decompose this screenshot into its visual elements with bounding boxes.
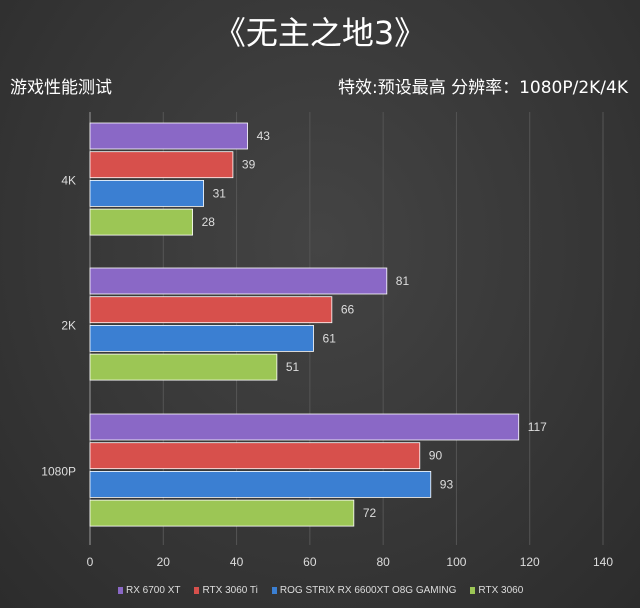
data-label: 93 [440, 477, 454, 491]
x-tick-label: 60 [303, 555, 317, 569]
data-label: 51 [286, 360, 300, 374]
bar [89, 179, 204, 207]
bar [89, 151, 234, 179]
subtitle-left: 游戏性能测试 [10, 78, 112, 98]
x-tick-label: 80 [376, 555, 390, 569]
x-tick-label: 20 [157, 555, 171, 569]
x-tick-label: 0 [87, 555, 94, 569]
bar [89, 296, 333, 324]
data-label: 72 [363, 506, 377, 520]
bar [89, 470, 432, 498]
legend-swatch [118, 587, 123, 594]
bar [89, 122, 248, 150]
legend-label: RX 6700 XT [126, 585, 181, 596]
legend: RX 6700 XT RTX 3060 Ti ROG STRIX RX 6600XT… [118, 585, 523, 596]
data-label: 66 [341, 303, 355, 317]
subtitle-right: 特效:预设最高 分辨率：1080P/2K/4K [337, 78, 628, 98]
legend-item: RTX 3060 Ti [194, 585, 258, 596]
category-label: 2K [61, 318, 76, 332]
data-label: 90 [429, 449, 443, 463]
data-label: 81 [396, 274, 410, 288]
x-tick-label: 40 [230, 555, 244, 569]
data-label: 117 [528, 420, 547, 434]
legend-item: ROG STRIX RX 6600XT O8G GAMING [271, 585, 457, 596]
legend-label: ROG STRIX RX 6600XT O8G GAMING [279, 585, 457, 596]
bar [89, 208, 193, 236]
bar [89, 324, 314, 352]
data-label: 39 [242, 158, 256, 172]
legend-label: RTX 3060 Ti [202, 585, 258, 596]
bar [89, 499, 355, 527]
x-tick-label: 120 [520, 555, 540, 569]
x-tick-label: 100 [446, 555, 466, 569]
chart-title: 《无主之地3》 [213, 14, 427, 52]
legend-swatch [194, 587, 200, 594]
bar [89, 413, 520, 441]
legend-item: RTX 3060 [470, 585, 523, 596]
data-label: 61 [323, 331, 337, 345]
legend-swatch [470, 587, 476, 594]
legend-label: RTX 3060 [478, 585, 524, 596]
category-label: 4K [61, 173, 76, 187]
category-label: 1080P [41, 464, 76, 478]
bar [89, 442, 421, 470]
legend-item: RX 6700 XT [118, 585, 180, 596]
x-tick-label: 140 [593, 555, 613, 569]
legend-swatch [271, 587, 277, 594]
data-label: 31 [213, 186, 227, 200]
data-label: 43 [257, 129, 271, 143]
bar [89, 267, 388, 295]
bar [89, 353, 278, 381]
data-label: 28 [202, 215, 216, 229]
